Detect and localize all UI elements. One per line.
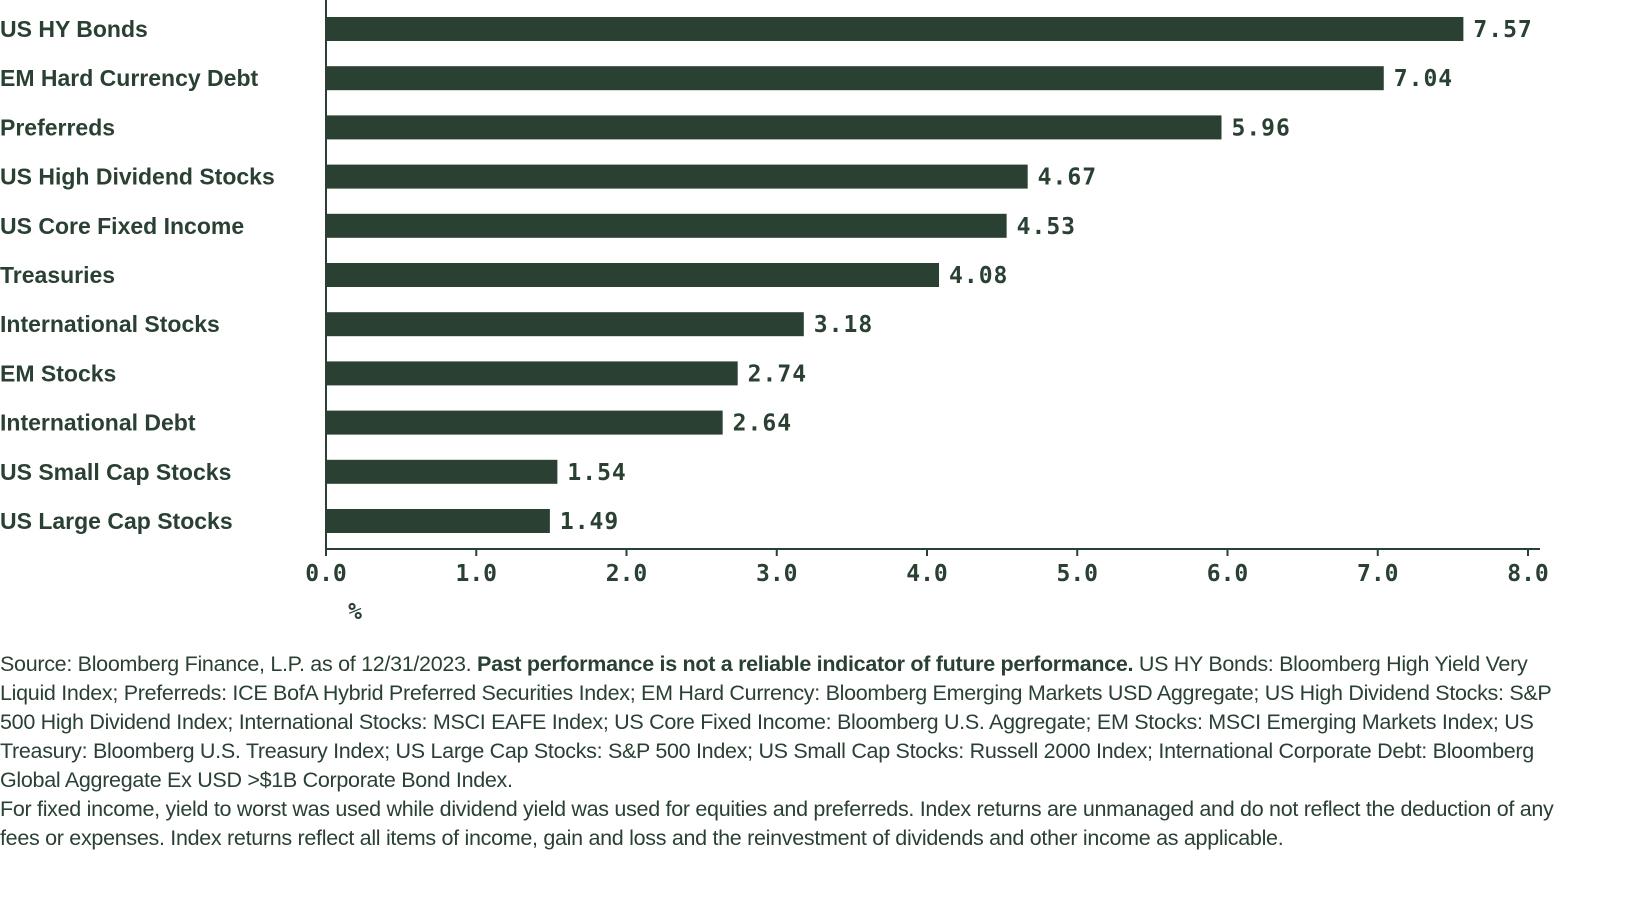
value-label: 7.57 (1473, 17, 1532, 43)
x-tick-label: 8.0 (1507, 561, 1549, 587)
value-label: 4.67 (1038, 165, 1097, 191)
value-label: 1.49 (560, 509, 619, 535)
x-axis-label: % (348, 599, 362, 625)
category-label: US HY Bonds (0, 16, 148, 42)
category-label: Preferreds (0, 114, 115, 140)
x-tick-label: 2.0 (606, 561, 648, 587)
bar (326, 66, 1384, 91)
bar (326, 312, 804, 337)
category-label: EM Stocks (0, 360, 116, 386)
value-label: 4.08 (949, 263, 1008, 289)
bar (326, 17, 1464, 41)
value-label: 1.54 (567, 460, 626, 486)
category-label: US High Dividend Stocks (0, 164, 275, 190)
footnote-methodology: For fixed income, yield to worst was use… (0, 797, 1554, 850)
x-tick-label: 6.0 (1207, 561, 1249, 587)
footnote-source: Source: Bloomberg Finance, L.P. as of 12… (0, 652, 478, 676)
category-label: US Core Fixed Income (0, 213, 244, 239)
x-tick-label: 0.0 (305, 561, 347, 587)
value-label: 2.64 (733, 411, 792, 437)
category-label: Treasuries (0, 262, 115, 288)
bar (326, 459, 558, 484)
category-label: International Debt (0, 410, 196, 436)
footnote-details: US HY Bonds: Bloomberg High Yield Very L… (0, 652, 1552, 792)
footnote-disclaimer: Past performance is not a reliable indic… (477, 652, 1134, 676)
value-label: 7.04 (1394, 66, 1453, 92)
x-tick-label: 4.0 (906, 561, 948, 587)
bar (326, 213, 1007, 238)
x-tick-label: 5.0 (1056, 561, 1098, 587)
category-label: International Stocks (0, 311, 220, 337)
value-label: 4.53 (1017, 214, 1076, 240)
bar (326, 410, 723, 435)
category-label: US Large Cap Stocks (0, 508, 233, 534)
bar (326, 361, 738, 386)
bar (326, 263, 940, 287)
x-tick-label: 7.0 (1357, 561, 1399, 587)
footnote: Source: Bloomberg Finance, L.P. as of 12… (0, 650, 1570, 853)
bar (326, 115, 1222, 140)
bar (326, 509, 550, 533)
value-label: 3.18 (814, 312, 873, 338)
category-label: EM Hard Currency Debt (0, 65, 259, 91)
bar (326, 164, 1028, 189)
x-tick-label: 1.0 (455, 561, 497, 587)
x-tick-label: 3.0 (756, 561, 798, 587)
category-label: US Small Cap Stocks (0, 459, 231, 485)
value-label: 2.74 (748, 361, 807, 387)
value-label: 5.96 (1231, 115, 1290, 141)
